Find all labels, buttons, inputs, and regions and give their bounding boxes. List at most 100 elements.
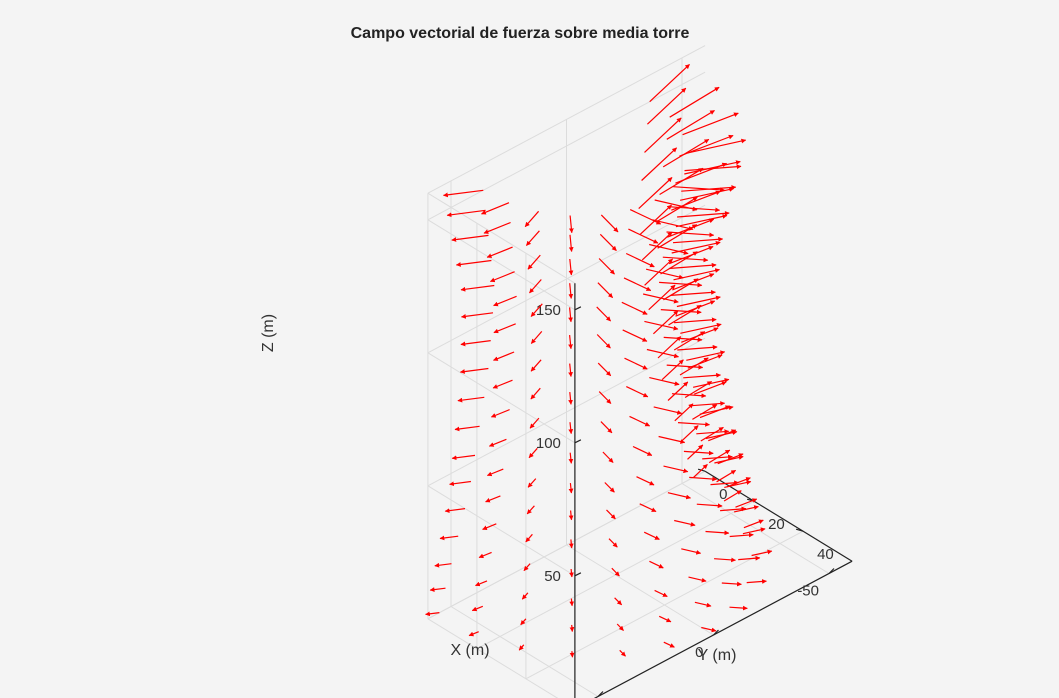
force-vector bbox=[694, 601, 712, 608]
x-tick bbox=[828, 568, 835, 574]
force-vector bbox=[598, 391, 612, 404]
force-vector bbox=[716, 469, 737, 483]
force-vector bbox=[478, 551, 492, 559]
force-vector bbox=[669, 86, 720, 118]
force-vector bbox=[459, 367, 489, 374]
force-vector bbox=[529, 279, 542, 294]
force-vector bbox=[486, 246, 513, 258]
force-vector bbox=[680, 322, 722, 334]
force-vector bbox=[429, 587, 446, 592]
force-vector bbox=[451, 234, 489, 242]
force-vector bbox=[668, 245, 714, 265]
force-vector bbox=[443, 189, 484, 198]
force-vector bbox=[676, 295, 721, 308]
force-vector bbox=[606, 509, 616, 520]
z-tick bbox=[574, 572, 582, 577]
force-vector bbox=[687, 138, 747, 154]
force-vector bbox=[689, 476, 718, 482]
vector-field bbox=[425, 63, 773, 658]
y-tick-label: 40 bbox=[817, 546, 834, 563]
force-vector bbox=[621, 301, 648, 315]
force-vector bbox=[530, 387, 541, 400]
force-vector bbox=[483, 221, 511, 234]
force-vector bbox=[525, 230, 540, 246]
force-vector bbox=[425, 611, 440, 617]
force-vector bbox=[649, 560, 664, 569]
force-vector bbox=[743, 519, 764, 529]
force-vector bbox=[663, 336, 703, 343]
force-vector bbox=[666, 364, 704, 370]
force-vector bbox=[625, 252, 655, 268]
force-vector bbox=[597, 282, 614, 299]
force-vector bbox=[684, 160, 741, 175]
force-vector bbox=[657, 336, 682, 359]
force-vector bbox=[449, 480, 471, 487]
force-vector bbox=[527, 254, 541, 270]
force-vector bbox=[568, 363, 573, 377]
box-edge bbox=[427, 45, 706, 194]
force-vector bbox=[482, 523, 497, 530]
x-tick-label: 0 bbox=[695, 644, 703, 661]
grid-line bbox=[427, 485, 576, 577]
force-vector bbox=[683, 450, 714, 456]
force-vector bbox=[658, 615, 672, 623]
force-vector bbox=[659, 281, 703, 288]
force-vector bbox=[490, 409, 510, 418]
force-vector bbox=[485, 495, 501, 503]
force-vector bbox=[679, 134, 734, 157]
force-vector bbox=[596, 334, 611, 349]
force-vector bbox=[661, 359, 684, 381]
force-vector bbox=[674, 519, 696, 527]
force-vector bbox=[614, 597, 623, 606]
force-vector bbox=[646, 87, 687, 125]
force-vector bbox=[708, 449, 731, 464]
force-vector bbox=[645, 268, 684, 280]
force-vector bbox=[654, 589, 668, 598]
force-vector bbox=[692, 404, 718, 420]
force-vector bbox=[457, 396, 485, 403]
force-vector bbox=[648, 284, 676, 311]
chart-title: Campo vectorial de fuerza sobre media to… bbox=[351, 25, 690, 42]
force-vector bbox=[667, 492, 691, 500]
force-vector bbox=[568, 422, 574, 435]
force-vector bbox=[623, 277, 652, 292]
force-vector bbox=[568, 452, 574, 464]
force-vector bbox=[568, 215, 574, 234]
force-vector bbox=[608, 538, 618, 548]
force-vector bbox=[568, 539, 574, 549]
force-vector bbox=[641, 147, 678, 181]
force-vector bbox=[671, 393, 707, 399]
force-vector bbox=[460, 340, 491, 347]
force-vector bbox=[696, 429, 730, 435]
axes-lines bbox=[574, 283, 853, 698]
force-vector bbox=[600, 421, 613, 434]
force-vector bbox=[663, 641, 675, 648]
force-vector bbox=[729, 605, 748, 611]
force-vector bbox=[662, 256, 709, 263]
grid-line bbox=[427, 337, 706, 487]
z-tick bbox=[574, 439, 582, 444]
z-tick-label: 150 bbox=[536, 302, 561, 319]
force-vector bbox=[520, 618, 527, 626]
force-vector bbox=[714, 557, 736, 563]
force-vector bbox=[569, 568, 574, 578]
force-vector bbox=[699, 405, 731, 419]
force-vector bbox=[682, 112, 739, 136]
force-vector bbox=[600, 214, 619, 233]
force-vector bbox=[622, 329, 648, 342]
force-vector bbox=[687, 354, 723, 369]
y-tick bbox=[795, 528, 804, 532]
force-vector bbox=[489, 271, 515, 283]
force-vector bbox=[460, 284, 495, 292]
force-vector bbox=[675, 214, 728, 228]
force-vector bbox=[568, 234, 574, 252]
force-vector bbox=[493, 323, 516, 334]
force-vector bbox=[677, 422, 710, 427]
force-vector bbox=[720, 506, 747, 512]
force-vector bbox=[746, 579, 767, 584]
grid-line bbox=[427, 470, 706, 620]
force-vector bbox=[628, 228, 659, 244]
force-vector bbox=[714, 455, 744, 464]
grid-line bbox=[427, 71, 706, 221]
